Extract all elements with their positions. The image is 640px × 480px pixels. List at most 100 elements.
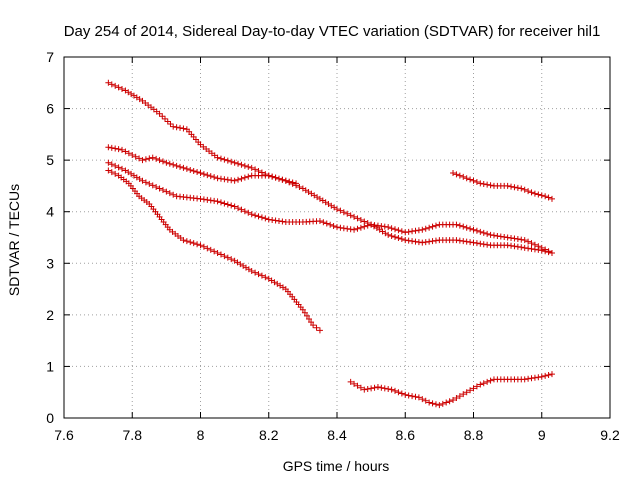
data-point-interp xyxy=(252,166,259,173)
data-point xyxy=(231,203,238,210)
data-point-interp xyxy=(456,172,463,179)
data-point-interp xyxy=(439,400,446,407)
data-point-interp xyxy=(456,222,463,229)
data-point-interp xyxy=(156,157,163,164)
data-point-interp xyxy=(194,169,201,176)
data-point-interp xyxy=(337,207,344,214)
data-point-interp xyxy=(286,178,293,185)
data-point xyxy=(504,242,511,249)
data-point-interp xyxy=(511,184,518,191)
data-point-interp xyxy=(487,377,494,384)
data-point xyxy=(538,373,545,380)
data-point-interp xyxy=(477,228,484,235)
data-point-interp xyxy=(146,180,153,187)
data-point-interp xyxy=(241,162,248,169)
data-point xyxy=(419,239,426,246)
data-point-interp xyxy=(463,224,470,231)
x-tick-label: 8.4 xyxy=(327,427,347,443)
data-point-interp xyxy=(136,155,143,162)
data-point-interp xyxy=(308,319,315,326)
data-point xyxy=(231,177,238,184)
data-point-interp xyxy=(170,161,177,168)
data-point-interp xyxy=(467,176,474,183)
data-point xyxy=(477,381,484,388)
data-point-interp xyxy=(429,238,436,245)
data-point-interp xyxy=(422,397,429,404)
data-point-interp xyxy=(173,124,180,131)
x-tick-label: 7.8 xyxy=(123,427,143,443)
data-point-interp xyxy=(344,210,351,217)
data-point xyxy=(415,394,422,401)
data-point-interp xyxy=(432,401,439,408)
data-point-interp xyxy=(119,165,126,172)
data-point-interp xyxy=(525,188,532,195)
data-point xyxy=(470,239,477,246)
data-point xyxy=(180,164,187,171)
data-point xyxy=(282,177,289,184)
data-point-interp xyxy=(501,233,508,240)
data-point-interp xyxy=(531,374,538,381)
data-point-interp xyxy=(159,113,166,120)
data-point-interp xyxy=(166,190,173,197)
data-point-interp xyxy=(494,232,501,239)
data-point-interp xyxy=(361,223,368,230)
data-point-interp xyxy=(296,183,303,190)
data-point-interp xyxy=(525,245,532,252)
data-point-interp xyxy=(228,202,235,209)
data-point-interp xyxy=(364,385,371,392)
data-point-interp xyxy=(190,167,197,174)
data-point-interp xyxy=(211,248,218,255)
data-point-interp xyxy=(378,223,385,230)
data-point-interp xyxy=(357,216,364,223)
data-point-interp xyxy=(467,387,474,394)
data-point-interp xyxy=(262,274,269,281)
y-tick-label: 2 xyxy=(46,307,54,323)
data-point-interp xyxy=(340,209,347,216)
data-point xyxy=(542,193,549,200)
data-point-interp xyxy=(217,251,224,258)
data-point-interp xyxy=(187,239,194,246)
data-point-interp xyxy=(347,226,354,233)
data-point xyxy=(163,159,170,166)
data-point-interp xyxy=(521,186,528,193)
data-point-interp xyxy=(235,205,242,212)
x-tick-label: 8.8 xyxy=(464,427,484,443)
data-point-interp xyxy=(392,387,399,394)
data-point xyxy=(214,198,221,205)
data-point xyxy=(453,221,460,228)
data-point-interp xyxy=(217,155,224,162)
data-point-interp xyxy=(528,189,535,196)
data-point-interp xyxy=(200,196,207,203)
data-point-interp xyxy=(221,200,228,207)
data-point-interp xyxy=(289,179,296,186)
data-point-interp xyxy=(463,238,470,245)
x-tick-label: 7.6 xyxy=(54,427,74,443)
data-point-interp xyxy=(262,215,269,222)
data-point-interp xyxy=(395,389,402,396)
data-point xyxy=(156,110,163,117)
data-point-interp xyxy=(538,192,545,199)
data-point-interp xyxy=(480,180,487,187)
data-point-interp xyxy=(518,236,525,243)
data-point-interp xyxy=(456,393,463,400)
data-point-interp xyxy=(535,191,542,198)
data-point-interp xyxy=(340,225,347,232)
data-point-interp xyxy=(484,241,491,248)
data-point xyxy=(521,244,528,251)
data-point-interp xyxy=(313,324,320,331)
data-point-interp xyxy=(388,225,395,232)
data-point xyxy=(265,216,272,223)
data-point-interp xyxy=(514,243,521,250)
data-point-interp xyxy=(542,248,549,255)
x-tick-label: 9 xyxy=(538,427,546,443)
data-point-interp xyxy=(190,240,197,247)
data-point xyxy=(463,389,470,396)
data-point-interp xyxy=(252,269,259,276)
data-point-interp xyxy=(204,196,211,203)
data-point-interp xyxy=(347,212,354,219)
data-point-interp xyxy=(162,115,169,122)
data-point-interp xyxy=(514,236,521,243)
data-point xyxy=(548,371,555,378)
data-point xyxy=(347,378,354,385)
data-point xyxy=(385,224,392,231)
